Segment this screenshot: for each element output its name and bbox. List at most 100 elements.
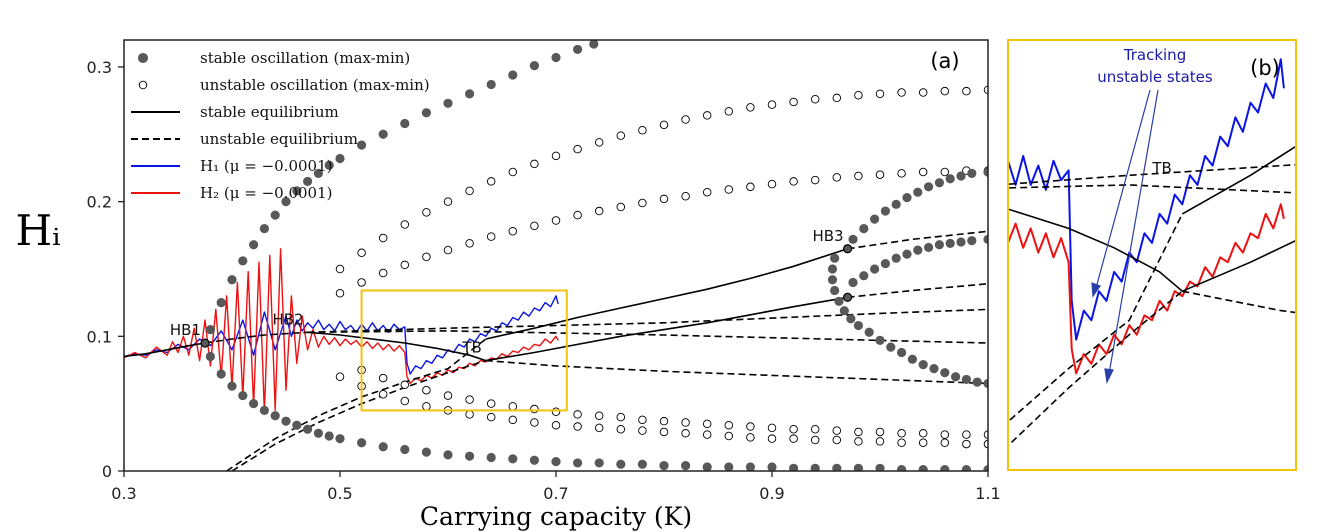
stable-oscillation-point — [848, 277, 858, 288]
unstable-oscillation-point — [573, 410, 582, 419]
unstable-oscillation-point — [530, 221, 539, 231]
unstable-oscillation-point — [508, 402, 518, 411]
unstable-oscillation-point — [724, 107, 734, 116]
unstable-oscillation-point — [681, 115, 690, 124]
stable-oscillation-point — [529, 455, 540, 465]
legend-symbol — [137, 52, 149, 64]
stable-oscillation-point — [551, 456, 561, 467]
stable-oscillation-point — [902, 192, 912, 203]
x-tick-label: 0.9 — [759, 484, 784, 503]
stable-oscillation-point — [281, 197, 291, 207]
stable-oscillation-point — [983, 378, 988, 389]
stable-oscillation-point — [249, 240, 259, 250]
zoom-box — [360, 289, 568, 412]
stable-oscillation-point — [839, 306, 849, 316]
stable-oscillation-point — [508, 70, 518, 80]
stable-oscillation-point — [853, 320, 864, 331]
unstable-oscillation-point — [875, 427, 885, 437]
bifurcation-label: TB — [1151, 159, 1171, 177]
annotation-arrows — [1091, 89, 1159, 384]
stable-oscillation-point — [465, 451, 475, 461]
stable-oscillation-point — [924, 182, 934, 192]
unstable-oscillation-point — [400, 396, 410, 406]
unstable-oscillation-point — [724, 431, 734, 441]
unstable-oscillation-point — [465, 410, 474, 419]
annotation: unstable states — [1097, 68, 1213, 86]
y-tick-label: 0.2 — [87, 193, 112, 212]
unstable-oscillation-point — [530, 418, 539, 427]
legend-label: stable equilibrium — [200, 103, 339, 121]
stable-oscillation-point — [846, 314, 856, 324]
stable-oscillation-point — [486, 452, 496, 463]
stable-oscillation-point — [870, 264, 880, 274]
stable-oscillation-point — [810, 463, 820, 471]
unstable-oscillation-point — [810, 424, 820, 434]
unstable-oscillation-point — [918, 429, 928, 438]
unstable-oscillation-point — [832, 435, 842, 445]
unstable-oscillation-point — [422, 252, 431, 262]
unstable-oscillation-point — [400, 380, 410, 390]
unstable-oscillation-point — [767, 423, 777, 433]
stable-oscillation-point — [443, 98, 453, 108]
y-tick-label: 0 — [102, 462, 112, 481]
bifurcation-label: HB1 — [170, 321, 201, 339]
stable-oscillation-point — [702, 462, 712, 471]
y-tick-label: 0.1 — [87, 327, 112, 346]
unstable-oscillation-point — [530, 404, 539, 414]
stable-oscillation-point — [983, 234, 988, 244]
unstable-oscillation-point — [551, 151, 561, 161]
stable-oscillation-point — [940, 368, 950, 378]
stable-oscillation-point — [875, 463, 885, 471]
unstable-oscillation-point — [659, 194, 669, 204]
plot-area-b — [1008, 58, 1296, 447]
unstable-oscillation-point — [400, 220, 410, 229]
stable-oscillation-point — [864, 327, 874, 337]
unstable-oscillation-point — [551, 216, 561, 225]
stable-oscillation-point — [681, 461, 691, 471]
unstable-oscillation-point — [573, 144, 582, 154]
stable-oscillation-point — [875, 335, 885, 345]
unstable-oscillation-point — [681, 429, 690, 438]
stable-oscillation-point — [897, 347, 907, 358]
stable-oscillation-point — [848, 234, 858, 244]
unstable-oscillation-point — [508, 167, 518, 177]
unstable-oscillation-point — [443, 245, 453, 255]
stable-oscillation-point — [378, 129, 388, 139]
bifurcation-label: HB2 — [272, 310, 303, 328]
stable-oscillation-point — [238, 390, 248, 401]
unstable-oscillation-point — [465, 395, 474, 404]
stable-oscillation-point — [303, 424, 313, 434]
unstable-oscillation-point — [508, 227, 518, 236]
unstable-oscillation-point — [486, 177, 496, 186]
legend-label: unstable oscillation (max-min) — [200, 76, 430, 94]
unstable-oscillation-point — [962, 86, 971, 96]
unstable-oscillation-point — [767, 434, 777, 443]
stable-oscillation-point — [961, 374, 972, 385]
stable-oscillation-point — [589, 40, 599, 49]
stable-oscillation-point — [216, 298, 226, 308]
stable-oscillation-point — [357, 438, 367, 448]
stable-oscillation-point — [227, 381, 237, 391]
unstable-oscillation-point — [897, 169, 906, 178]
unstable-oscillation-point — [746, 433, 755, 442]
legend-label: stable oscillation (max-min) — [200, 49, 410, 67]
stable-oscillation-point — [945, 174, 955, 184]
unstable-oscillation-point — [918, 88, 928, 97]
unstable-oscillation-point — [746, 103, 755, 112]
legend-symbol — [138, 80, 148, 90]
unstable-oscillation-point — [659, 416, 669, 426]
stable-oscillation-point — [616, 459, 626, 469]
unstable-oscillation-point — [638, 198, 647, 208]
x-tick-label: 0.7 — [543, 484, 568, 503]
stable-oscillation-point — [443, 450, 453, 460]
stable-oscillation-point — [303, 176, 313, 187]
legend-label: H₂ (μ = −0.0001) — [200, 184, 332, 202]
trace-line — [124, 248, 559, 414]
stable-oscillation-point — [929, 364, 939, 374]
stable-oscillation-point — [465, 89, 475, 99]
unstable-oscillation-point — [378, 233, 388, 243]
unstable-oscillation-point — [616, 424, 626, 434]
y-axis-label: Hᵢ — [15, 206, 60, 255]
stable-oscillation-point — [767, 462, 777, 471]
